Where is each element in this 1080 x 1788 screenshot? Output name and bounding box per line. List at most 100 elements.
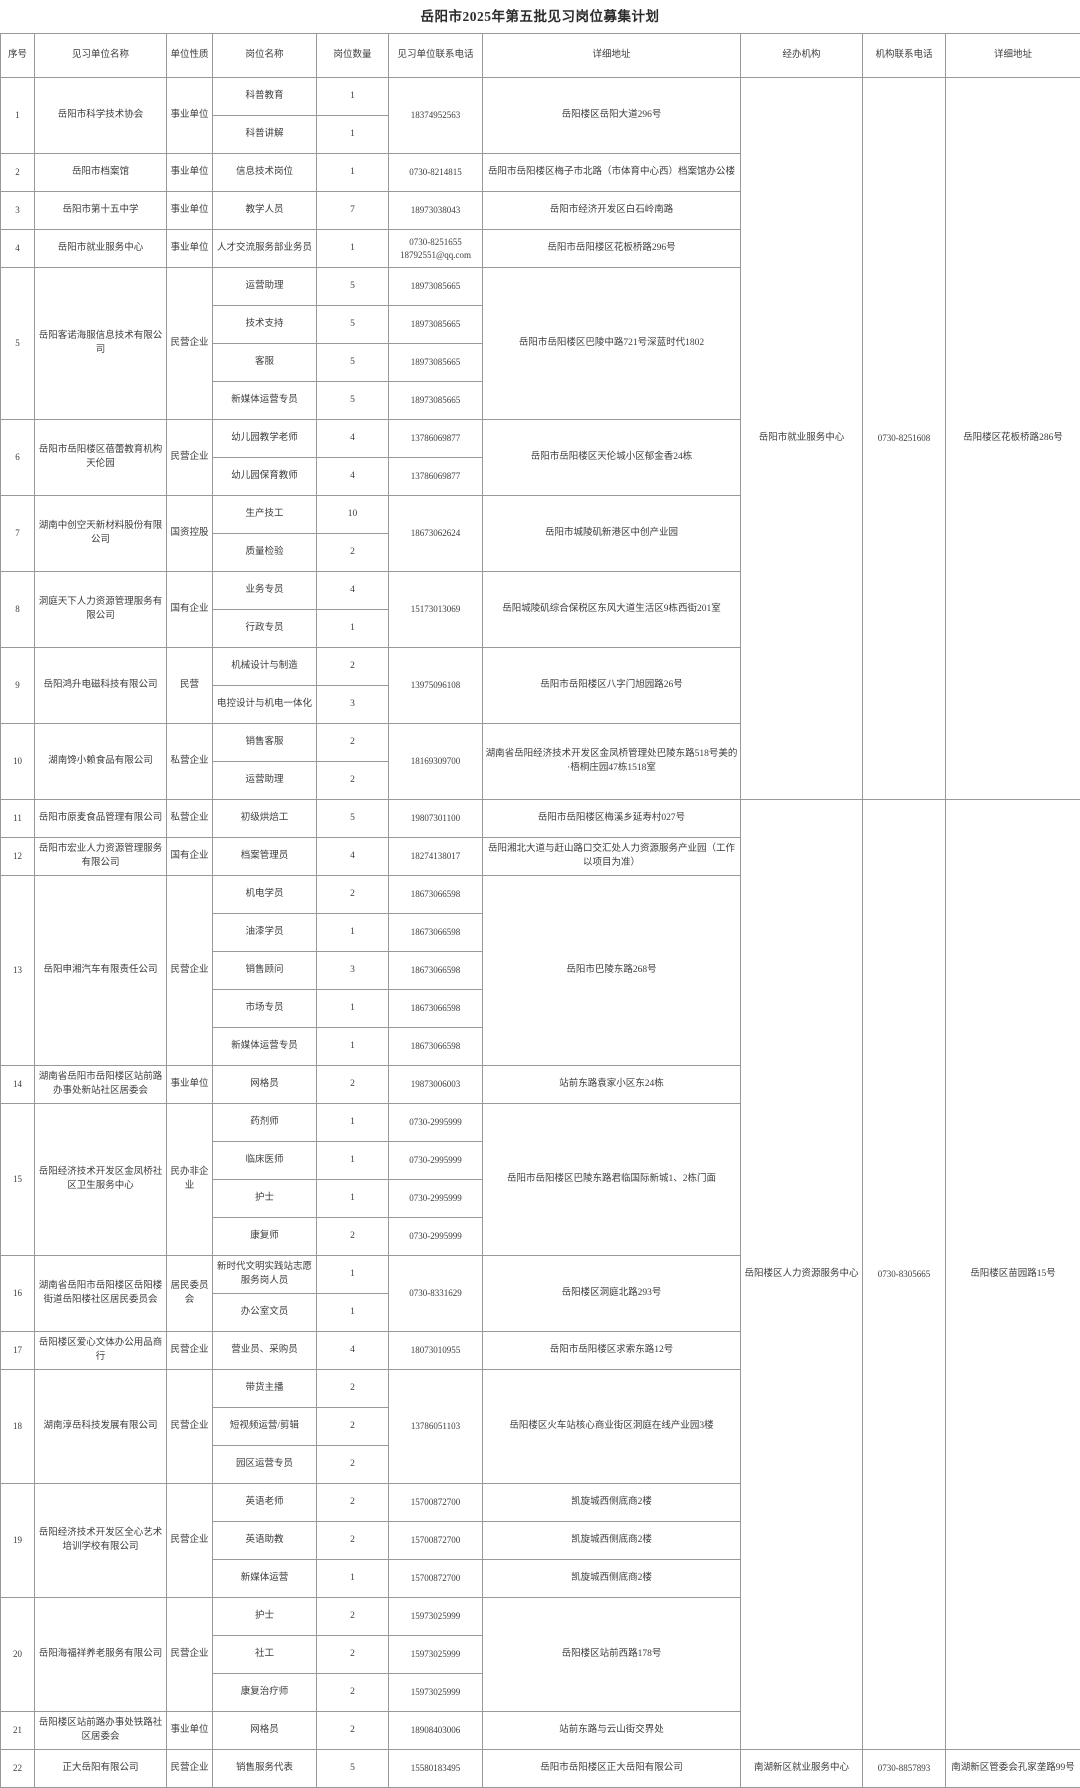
agency-phone-cell: 0730-8251608 [863, 78, 946, 800]
company-phone-cell: 18673066598 [389, 876, 483, 914]
position-name-cell: 新媒体运营 [213, 1560, 317, 1598]
company-name-cell: 岳阳市科学技术协会 [35, 78, 167, 154]
company-phone-cell: 15973025999 [389, 1598, 483, 1636]
company-phone-cell: 18274138017 [389, 838, 483, 876]
position-count-cell: 2 [317, 1446, 389, 1484]
position-count-cell: 1 [317, 1104, 389, 1142]
agency-phone-cell: 0730-8305665 [863, 800, 946, 1750]
company-address-cell: 凯旋城西侧底商2楼 [483, 1560, 741, 1598]
position-name-cell: 生产技工 [213, 496, 317, 534]
company-phone-cell: 18374952563 [389, 78, 483, 154]
company-address-cell: 站前东路与云山街交界处 [483, 1712, 741, 1750]
company-phone-cell: 15700872700 [389, 1484, 483, 1522]
company-nature-cell: 民营企业 [167, 876, 213, 1066]
company-name-cell: 湖南省岳阳市岳阳楼区站前路办事处新站社区居委会 [35, 1066, 167, 1104]
company-nature-cell: 民营企业 [167, 420, 213, 496]
position-count-cell: 2 [317, 1370, 389, 1408]
agency-address-cell: 岳阳楼区苗园路15号 [946, 800, 1080, 1750]
position-count-cell: 10 [317, 496, 389, 534]
company-phone-cell: 18973085665 [389, 344, 483, 382]
company-nature-cell: 民营企业 [167, 1332, 213, 1370]
company-phone-cell: 0730-2995999 [389, 1142, 483, 1180]
company-address-cell: 岳阳楼区洞庭北路293号 [483, 1256, 741, 1332]
company-name-cell: 洞庭天下人力资源管理服务有限公司 [35, 572, 167, 648]
position-count-cell: 5 [317, 268, 389, 306]
company-phone-cell: 0730-8214815 [389, 154, 483, 192]
position-count-cell: 2 [317, 1712, 389, 1750]
position-count-cell: 2 [317, 648, 389, 686]
company-name-cell: 岳阳经济技术开发区金凤桥社区卫生服务中心 [35, 1104, 167, 1256]
company-name-cell: 岳阳楼区站前路办事处铁路社区居委会 [35, 1712, 167, 1750]
position-name-cell: 护士 [213, 1598, 317, 1636]
company-name-cell: 岳阳市第十五中学 [35, 192, 167, 230]
agency-name-cell: 岳阳市就业服务中心 [741, 78, 863, 800]
company-nature-cell: 事业单位 [167, 78, 213, 154]
position-count-cell: 1 [317, 914, 389, 952]
company-name-cell: 岳阳市岳阳楼区蓓蕾教育机构天伦园 [35, 420, 167, 496]
company-nature-cell: 国有企业 [167, 838, 213, 876]
company-address-cell: 岳阳楼区火车站核心商业街区洞庭在线产业园3楼 [483, 1370, 741, 1484]
company-address-cell: 岳阳楼区站前西路178号 [483, 1598, 741, 1712]
position-name-cell: 机械设计与制造 [213, 648, 317, 686]
company-phone-cell: 0730-2995999 [389, 1104, 483, 1142]
position-name-cell: 新时代文明实践站志愿服务岗人员 [213, 1256, 317, 1294]
company-nature-cell: 事业单位 [167, 154, 213, 192]
seq-cell: 16 [1, 1256, 35, 1332]
company-address-cell: 岳阳市经济开发区白石岭南路 [483, 192, 741, 230]
position-name-cell: 网格员 [213, 1712, 317, 1750]
position-count-cell: 2 [317, 724, 389, 762]
company-nature-cell: 民营 [167, 648, 213, 724]
company-phone-cell: 18973085665 [389, 306, 483, 344]
seq-cell: 6 [1, 420, 35, 496]
position-count-cell: 2 [317, 876, 389, 914]
company-nature-cell: 事业单位 [167, 230, 213, 268]
position-name-cell: 康复治疗师 [213, 1674, 317, 1712]
column-header-6: 详细地址 [483, 34, 741, 78]
seq-cell: 9 [1, 648, 35, 724]
company-nature-cell: 事业单位 [167, 192, 213, 230]
agency-name-cell: 岳阳楼区人力资源服务中心 [741, 800, 863, 1750]
company-nature-cell: 民营企业 [167, 1750, 213, 1788]
company-name-cell: 岳阳鸿升电磁科技有限公司 [35, 648, 167, 724]
seq-cell: 17 [1, 1332, 35, 1370]
agency-phone-cell: 0730-8857893 [863, 1750, 946, 1788]
seq-cell: 18 [1, 1370, 35, 1484]
position-count-cell: 4 [317, 420, 389, 458]
seq-cell: 3 [1, 192, 35, 230]
company-phone-cell: 15580183495 [389, 1750, 483, 1788]
column-header-2: 单位性质 [167, 34, 213, 78]
position-count-cell: 2 [317, 1484, 389, 1522]
company-name-cell: 岳阳市档案馆 [35, 154, 167, 192]
company-phone-cell: 15700872700 [389, 1522, 483, 1560]
position-name-cell: 社工 [213, 1636, 317, 1674]
position-count-cell: 1 [317, 1294, 389, 1332]
company-phone-cell: 0730-2995999 [389, 1180, 483, 1218]
position-count-cell: 2 [317, 762, 389, 800]
position-name-cell: 英语老师 [213, 1484, 317, 1522]
column-header-1: 见习单位名称 [35, 34, 167, 78]
column-header-0: 序号 [1, 34, 35, 78]
company-address-cell: 湖南省岳阳经济技术开发区金凤桥管理处巴陵东路518号美的·梧桐庄园47栋1518… [483, 724, 741, 800]
seq-cell: 7 [1, 496, 35, 572]
company-address-cell: 岳阳城陵矶综合保税区东风大道生活区9栋西街201室 [483, 572, 741, 648]
company-address-cell: 岳阳市巴陵东路268号 [483, 876, 741, 1066]
seq-cell: 4 [1, 230, 35, 268]
company-address-cell: 岳阳楼区岳阳大道296号 [483, 78, 741, 154]
company-address-cell: 岳阳市岳阳楼区求索东路12号 [483, 1332, 741, 1370]
company-phone-cell: 13786051103 [389, 1370, 483, 1484]
agency-address-cell: 岳阳楼区花板桥路286号 [946, 78, 1080, 800]
company-phone-cell: 13975096108 [389, 648, 483, 724]
column-header-3: 岗位名称 [213, 34, 317, 78]
company-nature-cell: 事业单位 [167, 1712, 213, 1750]
position-name-cell: 运营助理 [213, 268, 317, 306]
company-nature-cell: 民办非企业 [167, 1104, 213, 1256]
company-phone-cell: 18673066598 [389, 1028, 483, 1066]
position-count-cell: 1 [317, 1028, 389, 1066]
position-count-cell: 2 [317, 1066, 389, 1104]
position-count-cell: 2 [317, 1636, 389, 1674]
company-name-cell: 岳阳市就业服务中心 [35, 230, 167, 268]
company-phone-cell: 18673066598 [389, 914, 483, 952]
position-name-cell: 业务专员 [213, 572, 317, 610]
